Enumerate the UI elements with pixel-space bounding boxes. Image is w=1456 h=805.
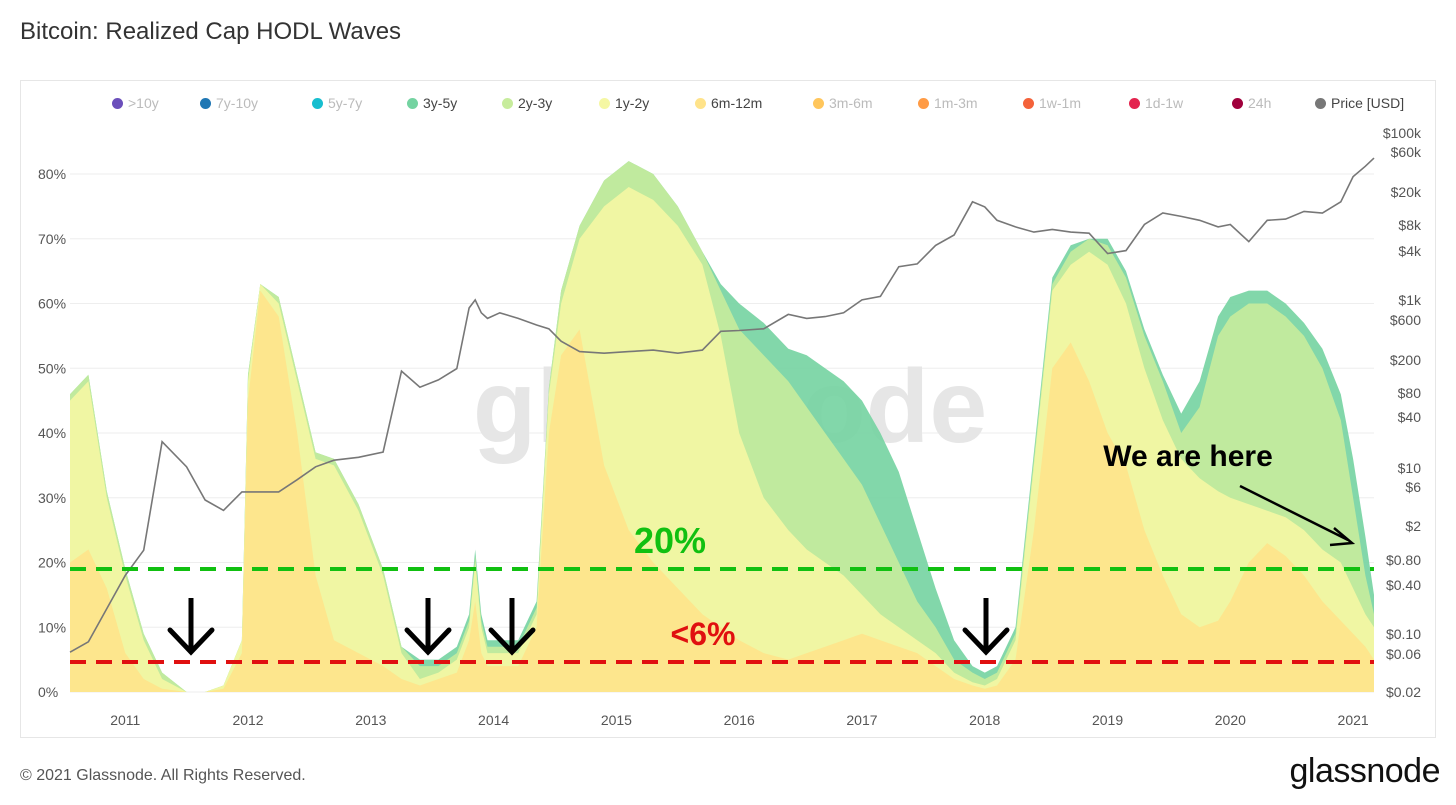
legend-swatch-icon — [813, 97, 824, 109]
legend-swatch-icon — [918, 97, 929, 109]
legend-item[interactable]: 1d-1w — [1129, 92, 1232, 114]
legend-item[interactable]: >10y — [112, 92, 200, 114]
legend-item[interactable]: 7y-10y — [200, 92, 312, 114]
legend-swatch-icon — [112, 97, 123, 109]
legend-label: 3y-5y — [423, 95, 458, 111]
legend-label: 2y-3y — [518, 95, 553, 111]
legend-item[interactable]: 24h — [1232, 92, 1315, 114]
legend-swatch-icon — [695, 97, 706, 109]
legend-label: 7y-10y — [216, 95, 259, 111]
legend-item[interactable]: 3m-6m — [813, 92, 918, 114]
legend-label: 1w-1m — [1039, 95, 1082, 111]
legend-swatch-icon — [200, 97, 211, 109]
legend-swatch-icon — [312, 97, 323, 109]
legend-swatch-icon — [1129, 97, 1140, 109]
legend-swatch-icon — [599, 97, 610, 109]
legend-label: >10y — [128, 95, 159, 111]
glassnode-logo[interactable]: glassnode — [1289, 752, 1440, 790]
legend-item[interactable]: 3y-5y — [407, 92, 502, 114]
legend-item[interactable]: 2y-3y — [502, 92, 599, 114]
legend-item[interactable]: 1w-1m — [1023, 92, 1129, 114]
chart-frame — [20, 80, 1436, 738]
chart-title: Bitcoin: Realized Cap HODL Waves — [20, 18, 402, 45]
legend-label: 5y-7y — [328, 95, 363, 111]
legend-label: 3m-6m — [829, 95, 873, 111]
legend-label: 6m-12m — [711, 95, 763, 111]
legend-label: 1y-2y — [615, 95, 650, 111]
legend-item[interactable]: 1y-2y — [599, 92, 695, 114]
legend-item[interactable]: 6m-12m — [695, 92, 813, 114]
legend-swatch-icon — [1023, 97, 1034, 109]
legend-swatch-icon — [502, 97, 513, 109]
legend-label: 1m-3m — [934, 95, 978, 111]
copyright-footer: © 2021 Glassnode. All Rights Reserved. — [20, 767, 306, 784]
legend-label: 24h — [1248, 95, 1272, 111]
legend-label: 1d-1w — [1145, 95, 1184, 111]
legend-item[interactable]: 1m-3m — [918, 92, 1023, 114]
legend-swatch-icon — [407, 97, 418, 109]
legend-item[interactable]: 5y-7y — [312, 92, 407, 114]
legend-item[interactable]: Price [USD] — [1315, 92, 1425, 114]
chart-legend: >10y 7y-10y 5y-7y 3y-5y 2y-3y 1y-2y 6m-12m 3m-6… — [0, 92, 1456, 114]
legend-label: Price [USD] — [1331, 95, 1405, 111]
legend-swatch-icon — [1232, 97, 1243, 109]
legend-swatch-icon — [1315, 97, 1326, 109]
